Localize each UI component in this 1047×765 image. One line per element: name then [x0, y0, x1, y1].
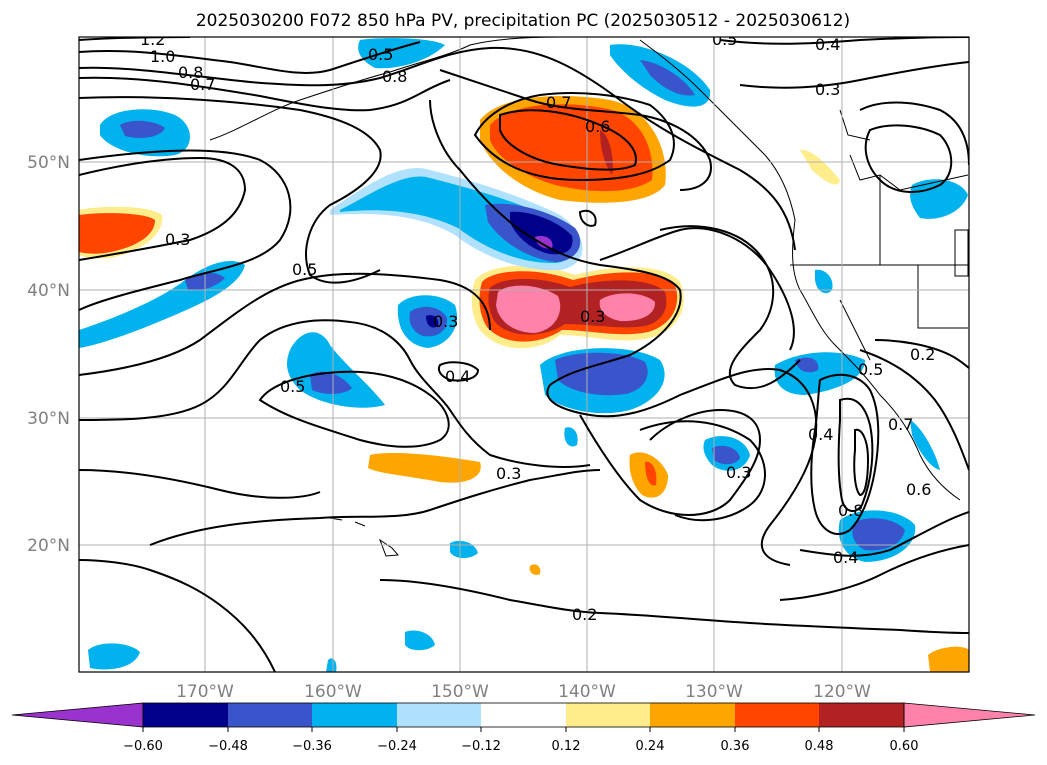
- lon-tick-label: 130°W: [685, 682, 743, 702]
- contour-label: 0.7: [888, 415, 913, 434]
- contour-label: 0.5: [292, 260, 317, 279]
- lat-tick-label: 20°N: [27, 536, 70, 556]
- lon-tick-label: 170°W: [176, 682, 234, 702]
- lat-axis-labels: 50°N 40°N 30°N 20°N: [27, 153, 70, 556]
- contour-label: 0.7: [190, 75, 215, 94]
- graticule: [79, 37, 969, 672]
- contour-label: 0.7: [546, 93, 571, 112]
- contour-label: 0.8: [838, 501, 863, 520]
- lon-tick-label: 140°W: [558, 682, 616, 702]
- contour-labels: 1.2 1.0 0.8 0.7 0.5 0.8 0.7 0.6 0.5 0.4 …: [140, 30, 935, 624]
- colorbar-segment: [819, 703, 904, 727]
- contour-label: 0.4: [815, 35, 840, 54]
- map-frame: [78, 36, 970, 673]
- precip-positive-shading: [496, 285, 561, 333]
- colorbar-segment: [903, 702, 1036, 728]
- precip-negative-shading: [405, 630, 435, 651]
- colorbar-tick-label: 0.60: [890, 739, 919, 754]
- colorbar-segment: [228, 703, 312, 727]
- contour-label: 1.0: [150, 47, 175, 66]
- precip-negative-shading: [852, 518, 905, 551]
- lon-tick-label: 150°W: [431, 682, 489, 702]
- precip-positive-shading: [368, 452, 481, 483]
- precip-negative-shading: [358, 38, 445, 69]
- precip-negative-shading: [564, 427, 578, 447]
- contour-label: 0.8: [178, 63, 203, 82]
- precip-positive-shading: [600, 130, 613, 175]
- contour-label: 0.3: [815, 80, 840, 99]
- colorbar-segment: [481, 703, 566, 727]
- colorbar-tick-label: 0.48: [805, 739, 834, 754]
- precip-negative-shading: [426, 315, 439, 328]
- precip-negative-shading: [287, 332, 385, 408]
- contour-label: 0.5: [712, 30, 737, 49]
- precip-positive-shading: [928, 646, 969, 672]
- contour-label: 0.5: [280, 377, 305, 396]
- colorbar-tick-label: 0.12: [552, 739, 581, 754]
- precip-shading: [79, 38, 969, 672]
- colorbar-tick-label: −0.60: [123, 739, 163, 754]
- precip-negative-shading: [815, 269, 833, 294]
- colorbar-tick-label: 0.24: [636, 739, 665, 754]
- colorbar-segment: [650, 703, 735, 727]
- precip-negative-shading: [712, 445, 740, 465]
- contour-label: 0.2: [572, 605, 597, 624]
- precip-negative-shading: [88, 643, 140, 670]
- colorbar-ticks: [142, 727, 905, 732]
- precip-negative-shading: [910, 179, 968, 219]
- colorbar-frame: [142, 702, 905, 728]
- precip-negative-shading: [326, 658, 337, 672]
- figure-title: 2025030200 F072 850 hPa PV, precipitatio…: [196, 11, 850, 31]
- precip-negative-shading: [910, 420, 940, 470]
- precip-negative-shading: [535, 235, 553, 249]
- lat-tick-label: 40°N: [27, 281, 70, 301]
- colorbar-tick-label: −0.12: [461, 739, 501, 754]
- pv-contours: [79, 37, 969, 672]
- precip-negative-shading: [795, 357, 819, 373]
- colorbar-tick-label: 0.36: [721, 739, 750, 754]
- precip-positive-shading: [79, 213, 155, 254]
- contour-label: 1.2: [140, 30, 165, 49]
- lon-axis-labels: 170°W 160°W 150°W 140°W 130°W 120°W: [176, 682, 871, 702]
- lat-tick-label: 50°N: [27, 153, 70, 173]
- lat-tick-label: 30°N: [27, 409, 70, 429]
- map-panel: 1.2 1.0 0.8 0.7 0.5 0.8 0.7 0.6 0.5 0.4 …: [79, 30, 969, 672]
- colorbar-segment: [566, 703, 650, 727]
- colorbar-tick-label: −0.24: [377, 739, 417, 754]
- contour-label: 0.3: [726, 463, 751, 482]
- contour-label: 0.5: [368, 45, 393, 64]
- colorbar-tick-label: −0.48: [208, 739, 248, 754]
- colorbar-segment: [397, 703, 481, 727]
- precip-positive-shading: [800, 149, 840, 185]
- lon-tick-label: 160°W: [304, 682, 362, 702]
- contour-label: 0.4: [445, 367, 470, 386]
- colorbar-segment: [735, 703, 819, 727]
- contour-label: 0.6: [585, 117, 610, 136]
- contour-label: 0.8: [382, 67, 407, 86]
- contour-label: 0.3: [165, 230, 190, 249]
- contour-label: 0.4: [808, 425, 833, 444]
- contour-label: 0.3: [580, 307, 605, 326]
- precip-negative-shading: [510, 211, 573, 255]
- contour-label: 0.3: [433, 312, 458, 331]
- colorbar-segment: [312, 703, 397, 727]
- precip-positive-shading: [645, 461, 657, 486]
- precip-negative-shading: [120, 120, 165, 138]
- lon-tick-label: 120°W: [813, 682, 871, 702]
- colorbar-segment: [143, 703, 228, 727]
- contour-label: 0.6: [906, 480, 931, 499]
- precip-positive-shading: [529, 564, 541, 575]
- contour-label: 0.5: [858, 360, 883, 379]
- precip-positive-shading: [599, 293, 656, 322]
- contour-label: 0.4: [833, 548, 858, 567]
- colorbar-segment: [11, 702, 144, 728]
- contour-label: 0.3: [496, 464, 521, 483]
- precip-negative-shading: [310, 371, 352, 394]
- precip-negative-shading: [640, 60, 695, 96]
- colorbar-tick-label: −0.36: [292, 739, 332, 754]
- contour-label: 0.2: [910, 345, 935, 364]
- colorbar: −0.60 −0.48 −0.36 −0.24 −0.12 0.12 0.24 …: [11, 702, 1036, 754]
- precip-negative-shading: [555, 352, 648, 396]
